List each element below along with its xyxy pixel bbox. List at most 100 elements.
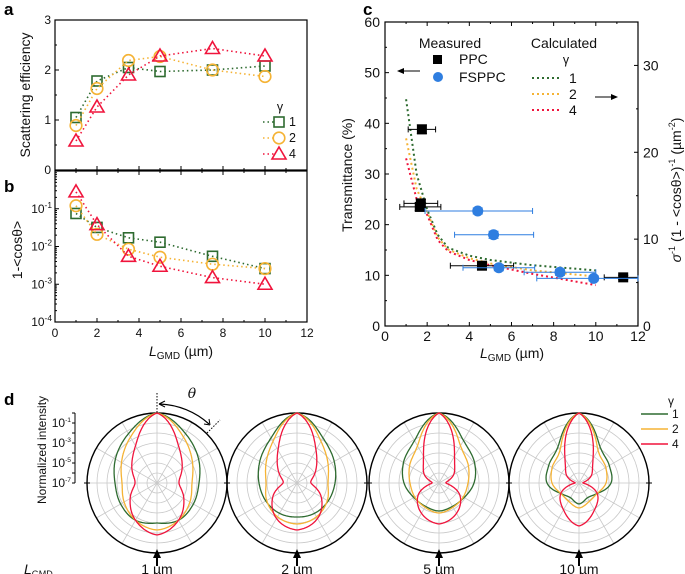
legend-label: 1 xyxy=(672,407,679,421)
y-left-tick-label: 40 xyxy=(364,115,380,131)
legend-marker xyxy=(272,131,286,145)
measured-point-FSPPC xyxy=(536,272,639,284)
polar-plot-4: 10 µm xyxy=(506,412,652,574)
measured-point-PPC xyxy=(399,201,442,212)
data-point-gamma-1 xyxy=(91,75,103,87)
data-point-gamma-2 xyxy=(90,227,104,241)
polar-plot-2: 2 µm xyxy=(224,412,370,574)
series-line-gamma-4 xyxy=(75,47,266,142)
calculated-line-gamma-1 xyxy=(405,99,596,272)
polar-grid-spoke xyxy=(543,422,615,544)
data-point-gamma-1 xyxy=(122,232,135,244)
polar-curve-gamma-1 xyxy=(257,412,337,518)
polar-curve-gamma-4 xyxy=(271,412,323,531)
legend-label: 4 xyxy=(569,102,577,118)
series-line-gamma-2 xyxy=(75,205,266,270)
y-axis-label: 1-<cosθ> xyxy=(9,221,25,279)
marker-square xyxy=(414,201,425,212)
radial-tick-label: 10-5 xyxy=(52,456,72,470)
y-tick-label: 10-3 xyxy=(31,275,52,291)
axes-frame xyxy=(54,170,308,323)
radial-tick-label: 10-3 xyxy=(52,436,72,450)
y-left-tick-label: 50 xyxy=(364,65,380,81)
legend-label: 4 xyxy=(672,437,679,451)
incident-arrow-icon xyxy=(293,549,301,558)
data-point-gamma-4 xyxy=(67,132,85,147)
data-point-gamma-1 xyxy=(122,61,135,74)
axes-frame xyxy=(384,21,639,327)
measured-point-FSPPC xyxy=(424,205,534,217)
polar-plot-label: 5 µm xyxy=(423,561,454,574)
theta-angle-line xyxy=(206,419,221,434)
tick-exponent: -3 xyxy=(45,275,53,285)
x-tick-label: 10 xyxy=(588,328,604,344)
legend-title: γ xyxy=(277,100,284,114)
data-point-gamma-1 xyxy=(154,236,166,248)
panel-c: 0 2 4 6 8 10 1201020304050600102030Transmittan… xyxy=(339,14,684,364)
x-axis-label: LGMD (µm) xyxy=(149,343,213,362)
polar-curve-gamma-4 xyxy=(129,412,185,536)
marker-square xyxy=(416,124,427,135)
x-tick-label: 0 xyxy=(381,328,389,344)
y-axis-label: Scattering efficiency xyxy=(17,32,33,157)
data-point-gamma-4 xyxy=(256,47,274,62)
axes-frame xyxy=(54,19,308,171)
row-label: LGMD xyxy=(24,561,53,574)
tick-exponent: -4 xyxy=(45,313,53,323)
polar-plot-label: 1 µm xyxy=(141,561,172,574)
calculated-line-gamma-2 xyxy=(405,138,596,278)
x-tick-label: 8 xyxy=(550,328,558,344)
polar-curve-gamma-2 xyxy=(120,412,194,531)
measured-point-FSPPC xyxy=(462,262,536,274)
y-tick-label: 2 xyxy=(44,63,51,77)
data-point-gamma-2 xyxy=(205,63,220,77)
data-point-gamma-2 xyxy=(90,81,104,96)
y-left-tick-label: 30 xyxy=(364,166,380,182)
x-tick-label: 4 xyxy=(465,328,473,344)
radial-tick-label: 10-7 xyxy=(52,476,72,490)
polar-grid-spoke xyxy=(403,422,475,544)
x-tick-label: 2 xyxy=(94,326,101,340)
tick-base: 10 xyxy=(52,476,66,490)
x-label-main: L xyxy=(149,343,157,359)
x-tick-label: 6 xyxy=(178,326,185,340)
y-left-axis-label: Transmittance (%) xyxy=(339,118,355,232)
marker-circle xyxy=(588,272,600,284)
radial-axis-label: Normalized intensity xyxy=(35,396,49,504)
panel-d: 1 µm 2 µm 5 µm 10 µm10-110-310-510-7Normali… xyxy=(24,386,679,574)
polar-plot-1: 1 µm xyxy=(84,412,230,574)
panel-a: 0 1 2 3 Scattering efficiency 1 2 4 γ xyxy=(17,13,308,177)
data-point-gamma-1 xyxy=(206,250,219,263)
x-tick-label: 8 xyxy=(220,326,227,340)
data-point-gamma-1 xyxy=(206,64,219,76)
x-tick-label: 4 xyxy=(136,326,143,340)
legend-marker-fsppc xyxy=(433,72,443,82)
y-right-tick-label: 10 xyxy=(643,231,659,247)
panel-label-c: c xyxy=(363,0,372,19)
data-point-gamma-2 xyxy=(205,257,220,271)
data-point-gamma-2 xyxy=(258,261,272,276)
legend-calculated-title: Calculated xyxy=(531,35,597,51)
y-tick-label: 0 xyxy=(44,163,51,177)
x-tick-label: 2 xyxy=(423,328,431,344)
measured-point-PPC xyxy=(407,124,437,135)
y-tick-label: 10-1 xyxy=(31,200,52,216)
data-point-gamma-2 xyxy=(258,69,272,84)
legend-label: 4 xyxy=(289,147,296,161)
polar-grid-spoke xyxy=(261,422,333,544)
tick-base: 10 xyxy=(31,277,45,291)
radial-tick-label: 10-1 xyxy=(52,416,72,430)
legend-label: 2 xyxy=(569,86,577,102)
measured-point-FSPPC xyxy=(454,229,535,241)
x-label-unit: (µm) xyxy=(180,343,213,359)
marker-circle xyxy=(554,266,566,278)
tick-exponent: -5 xyxy=(65,457,71,464)
left-axis-arrow-icon xyxy=(397,68,404,74)
tick-base: 10 xyxy=(31,315,45,329)
panel-label-d: d xyxy=(4,390,14,409)
theta-arrowheads-icon xyxy=(158,400,211,426)
polar-curve-gamma-1 xyxy=(545,412,613,505)
data-point-gamma-2 xyxy=(69,118,83,133)
tick-exponent: -2 xyxy=(45,238,53,248)
